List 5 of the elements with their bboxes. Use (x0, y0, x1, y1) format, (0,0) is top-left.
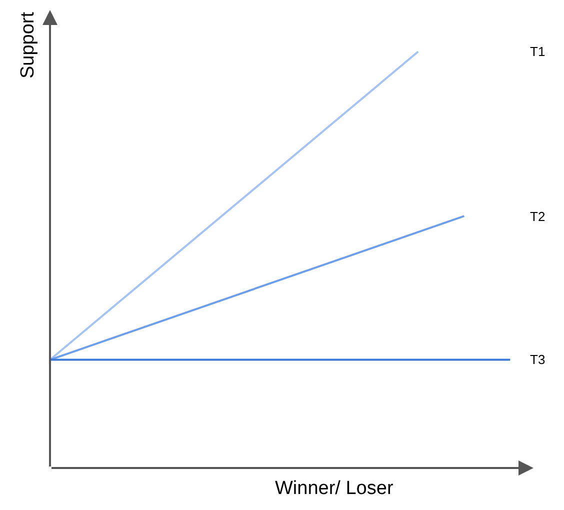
y-axis-title: Support (18, 11, 39, 79)
text: T2 (530, 209, 546, 224)
series-label: T3 (530, 352, 546, 367)
text: T1 (530, 44, 546, 59)
x-axis-title: Winner/ Loser (275, 478, 394, 499)
